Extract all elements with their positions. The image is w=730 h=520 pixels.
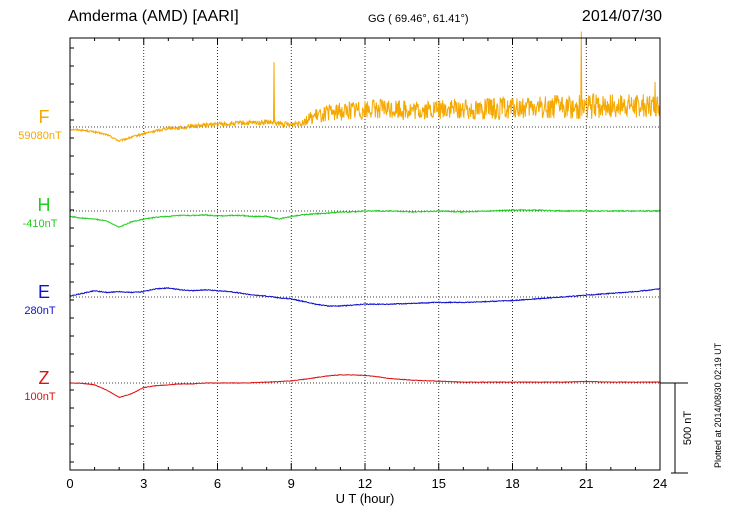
scale-bar: 500 nT <box>660 382 694 474</box>
station-title: Amderma (AMD) [AARI] <box>68 8 239 25</box>
component-label-f: F <box>38 107 50 127</box>
x-tick-label-12: 12 <box>358 476 372 491</box>
x-axis-label: U T (hour) <box>336 491 395 506</box>
x-tick-label-15: 15 <box>432 476 446 491</box>
component-label-h: H <box>37 195 51 215</box>
component-label-e: E <box>37 282 50 302</box>
station-coordinates: GG ( 69.46°, 61.41°) <box>368 13 469 25</box>
plot-date: 2014/07/30 <box>581 8 662 25</box>
x-tick-label-24: 24 <box>653 476 667 491</box>
x-tick-label-6: 6 <box>214 476 221 491</box>
x-tick-label-0: 0 <box>66 476 73 491</box>
series-line-h <box>69 208 661 228</box>
x-tick-label-18: 18 <box>505 476 519 491</box>
scale-bar-label: 500 nT <box>682 411 694 446</box>
series-line-f <box>69 31 661 143</box>
series-layer <box>69 31 661 399</box>
tick-layer: 0 3 6 9 12 15 18 21 24 <box>66 38 667 491</box>
component-baseline-z: 100nT <box>24 391 56 403</box>
component-baseline-h: -410nT <box>22 218 58 230</box>
x-tick-label-3: 3 <box>140 476 147 491</box>
component-baseline-f: 59080nT <box>18 130 62 142</box>
x-tick-label-9: 9 <box>288 476 295 491</box>
series-line-e <box>69 287 661 308</box>
component-label-z: Z <box>38 368 50 388</box>
x-tick-label-21: 21 <box>579 476 593 491</box>
series-line-z <box>69 374 661 399</box>
component-baseline-e: 280nT <box>24 305 56 317</box>
